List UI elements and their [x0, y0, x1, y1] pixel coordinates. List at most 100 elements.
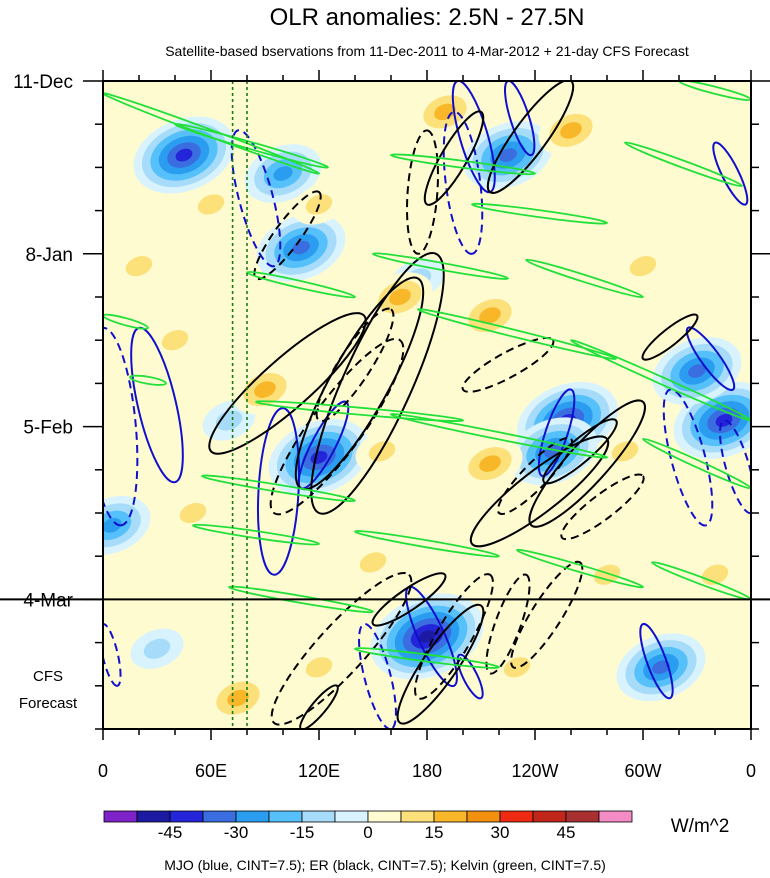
- colorbar: -45 -30 -15 0 15 30 45: [103, 810, 633, 842]
- anomaly-blob-13-level-2: [143, 638, 171, 659]
- er-contour-2: [406, 129, 439, 255]
- colorbar-segment-14: [565, 810, 600, 823]
- colorbar-segment-9: [400, 810, 435, 823]
- kelvin-contour-20: [354, 647, 500, 669]
- anomaly-blob-29-level-2: [503, 657, 531, 678]
- kelvin-contour-17: [516, 548, 644, 589]
- colorbar-segment-1: [136, 810, 171, 823]
- kelvin-contour-7: [372, 252, 509, 280]
- er-contour-21: [510, 560, 584, 669]
- mjo-contour-7: [257, 407, 300, 576]
- anomaly-blob-27-level-2: [179, 502, 207, 524]
- er-contour-3: [253, 190, 322, 281]
- er-contour-15: [641, 313, 699, 361]
- colorbar-label-6: 45: [557, 823, 576, 842]
- colorbar-label-2: -15: [290, 823, 315, 842]
- anomaly-blob-25-level-2: [629, 256, 657, 277]
- kelvin-contour-13: [642, 437, 751, 490]
- er-contour-20: [485, 573, 531, 675]
- y-tick-label-2: 5-Feb: [23, 418, 73, 439]
- y-tick-label-0: 11-Dec: [13, 72, 73, 93]
- x-tick-label-1: 60E: [195, 761, 227, 781]
- colorbar-label-5: 30: [491, 823, 510, 842]
- kelvin-contour-21: [103, 313, 149, 330]
- kelvin-contour-2: [390, 153, 536, 176]
- anomaly-blob-32-level-2: [359, 552, 387, 573]
- colorbar-segment-11: [466, 810, 501, 823]
- anomaly-blob-8-level-7: [418, 630, 436, 643]
- anomaly-blob-34-level-2: [125, 256, 153, 277]
- anomaly-blob-10-level-5: [688, 364, 706, 378]
- kelvin-contour-6: [246, 270, 356, 299]
- anomaly-blob-12-level-4: [103, 518, 122, 533]
- colorbar-segment-2: [169, 810, 204, 823]
- forecast-label-line2: Forecast: [19, 695, 78, 712]
- anomaly-blob-9-level-6: [715, 414, 733, 427]
- anomaly-blob-23-level-3: [479, 455, 501, 472]
- kelvin-contour-16: [354, 530, 500, 558]
- kelvin-contour-9: [525, 258, 644, 299]
- x-axis: 0 60E 120E 180 120W 60W 0: [98, 70, 756, 781]
- chart-title: OLR anomalies: 2.5N - 27.5N: [270, 4, 585, 31]
- colorbar-segment-3: [202, 810, 237, 823]
- mjo-contour-6: [103, 326, 139, 527]
- anomaly-blob-1-level-4: [273, 166, 293, 181]
- colorbar-units: W/m^2: [671, 816, 730, 837]
- reference-longitudes: [231, 81, 248, 729]
- anomaly-blob-17-level-3: [389, 288, 411, 306]
- forecast-label-line1: CFS: [33, 668, 63, 685]
- x-tick-label-6: 0: [746, 761, 756, 781]
- anomaly-blob-26-level-2: [161, 330, 189, 351]
- y-tick-label-3: 4-Mar: [23, 590, 73, 611]
- kelvin-contour-14: [201, 474, 356, 503]
- colorbar-label-0: -45: [158, 823, 183, 842]
- kelvin-contour-19: [228, 585, 374, 614]
- y-tick-label-1: 8-Jan: [25, 245, 73, 266]
- anomaly-blob-3-level-5: [499, 148, 517, 162]
- anomaly-blob-18-level-3: [479, 307, 501, 324]
- x-tick-label-0: 0: [98, 761, 108, 781]
- mjo-contour-2: [712, 141, 749, 206]
- anomaly-blob-21-level-3: [254, 381, 276, 398]
- colorbar-segment-5: [268, 810, 303, 823]
- kelvin-contour-1: [174, 123, 329, 169]
- mjo-contour-4: [230, 129, 282, 268]
- anomaly-blob-30-level-2: [593, 564, 621, 585]
- er-contour-18: [270, 571, 413, 726]
- er-contour-22: [299, 684, 339, 729]
- anomaly-blob-20-level-2: [197, 194, 225, 215]
- colorbar-segment-8: [367, 810, 402, 823]
- er-contour-9: [528, 399, 646, 528]
- er-contour-6: [208, 312, 367, 455]
- kelvin-contour-15: [192, 523, 320, 546]
- colorbar-segment-13: [532, 810, 567, 823]
- colorbar-segment-6: [301, 810, 336, 823]
- x-tick-label-3: 180: [412, 761, 442, 781]
- anomaly-blob-15-level-3: [560, 122, 582, 139]
- anomaly-blob-28-level-2: [305, 657, 333, 678]
- anomaly-blob-11-level-5: [652, 660, 670, 675]
- colorbar-label-3: 0: [363, 823, 372, 842]
- x-tick-label-5: 60W: [624, 761, 661, 781]
- er-contour-8: [315, 307, 395, 423]
- anomaly-blob-0-level-6: [175, 148, 193, 162]
- er-contour-1: [423, 110, 485, 206]
- mjo-contour-17: [103, 623, 122, 687]
- er-contour-5: [310, 252, 445, 515]
- colorbar-segment-7: [334, 810, 369, 823]
- mjo-contour-9: [537, 388, 576, 478]
- kelvin-contour-12: [390, 413, 608, 459]
- x-tick-label-4: 120W: [511, 761, 558, 781]
- footnote: MJO (blue, CINT=7.5); ER (black, CINT=7.…: [164, 857, 606, 873]
- kelvin-contour-3: [471, 202, 608, 225]
- colorbar-segment-15: [598, 810, 633, 823]
- kelvin-contour-8: [417, 308, 617, 360]
- plot-area: [103, 81, 751, 729]
- kelvin-contour-11: [255, 400, 464, 422]
- y-axis: 11-Dec 8-Jan 5-Feb 4-Mar: [13, 72, 770, 730]
- colorbar-segment-10: [433, 810, 468, 823]
- kelvin-contour-10: [570, 339, 751, 422]
- mjo-contour-11: [662, 388, 714, 527]
- er-contour-13: [560, 473, 645, 541]
